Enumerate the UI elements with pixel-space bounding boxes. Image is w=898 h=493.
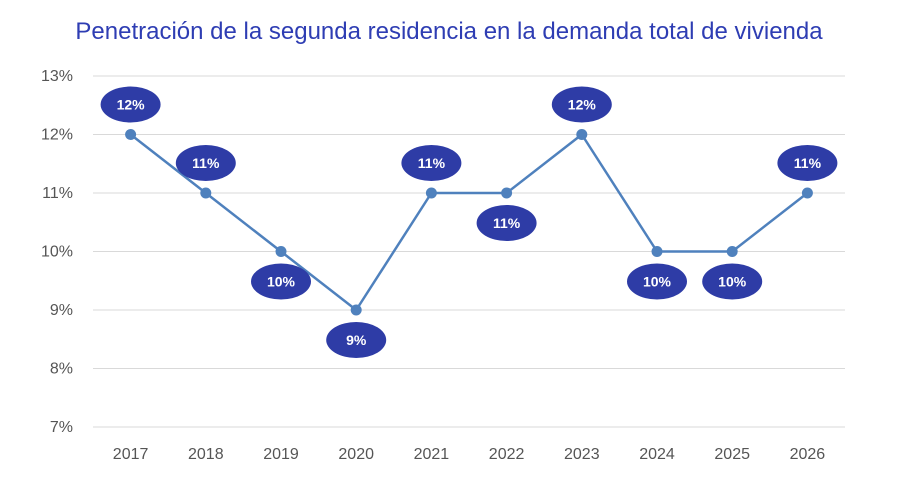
data-point (576, 129, 588, 140)
data-label-bubble (100, 86, 161, 123)
data-label: 10% (718, 274, 747, 290)
data-point (651, 246, 663, 257)
y-tick-label: 9% (50, 302, 73, 319)
x-tick-label: 2021 (414, 446, 450, 463)
x-tick-label: 2020 (338, 446, 374, 463)
x-tick-label: 2023 (564, 446, 600, 463)
x-tick-label: 2025 (714, 446, 750, 463)
series-line (129, 133, 809, 312)
data-label: 10% (267, 274, 296, 290)
data-label-bubble (251, 263, 311, 300)
data-label: 11% (493, 215, 521, 231)
data-point (425, 187, 437, 199)
y-tick-label: 12% (41, 127, 73, 144)
x-tick-label: 2022 (489, 446, 525, 463)
data-label-bubble (627, 263, 687, 300)
x-tick-label: 2017 (113, 446, 149, 463)
data-label: 11% (794, 155, 822, 171)
data-point (200, 187, 212, 199)
data-label-bubble (175, 145, 236, 181)
data-point (275, 246, 287, 257)
data-point (501, 187, 513, 199)
y-tick-label: 10% (41, 244, 73, 261)
data-label-bubble (551, 86, 612, 123)
data-label-bubble (476, 205, 537, 241)
data-label-bubble (326, 322, 387, 358)
x-tick-label: 2026 (790, 446, 826, 463)
data-point (125, 129, 137, 140)
data-label: 11% (418, 155, 446, 171)
data-label-bubble (777, 145, 838, 181)
data-label: 10% (643, 274, 672, 290)
y-tick-label: 13% (41, 68, 73, 85)
data-point (350, 304, 362, 316)
y-tick-label: 8% (50, 361, 73, 378)
x-tick-label: 2024 (639, 446, 675, 463)
data-label: 12% (568, 97, 597, 113)
data-label-bubble (401, 145, 462, 181)
data-point (726, 246, 738, 257)
y-tick-label: 7% (50, 419, 73, 436)
data-point (801, 187, 813, 199)
data-label-bubble (702, 263, 763, 300)
data-label: 11% (192, 155, 220, 171)
data-label: 9% (346, 332, 367, 348)
y-tick-label: 11% (42, 185, 73, 202)
x-tick-label: 2019 (263, 446, 299, 463)
chart-title: Penetración de la segunda residencia en … (75, 18, 823, 45)
x-tick-label: 2018 (188, 446, 224, 463)
data-label: 12% (117, 97, 146, 113)
